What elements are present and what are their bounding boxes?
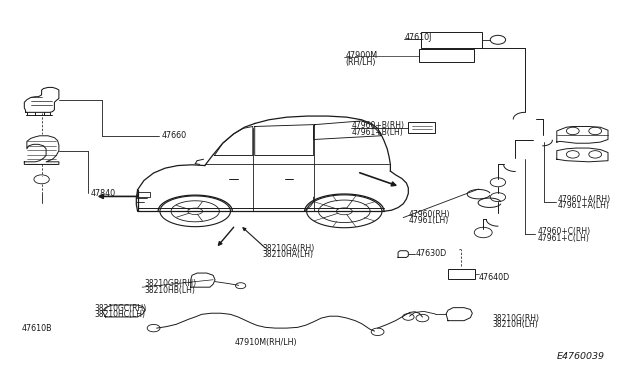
Text: (RH/LH): (RH/LH) bbox=[346, 58, 376, 67]
Text: 47960+A(RH): 47960+A(RH) bbox=[558, 195, 611, 203]
Text: 38210HA(LH): 38210HA(LH) bbox=[262, 250, 314, 259]
Text: 47630D: 47630D bbox=[416, 249, 447, 258]
Text: 47640D: 47640D bbox=[479, 273, 510, 282]
Text: 38210GB(RH): 38210GB(RH) bbox=[144, 279, 196, 288]
Bar bbox=[448, 269, 475, 279]
Text: 38210HB(LH): 38210HB(LH) bbox=[144, 286, 195, 295]
Text: 47960+C(RH): 47960+C(RH) bbox=[538, 227, 591, 236]
Text: 47961+C(LH): 47961+C(LH) bbox=[538, 234, 589, 243]
Text: 47961(LH): 47961(LH) bbox=[408, 216, 449, 225]
Text: 38210H(LH): 38210H(LH) bbox=[493, 320, 538, 329]
Text: 47660: 47660 bbox=[161, 131, 186, 140]
Text: 47910M(RH/LH): 47910M(RH/LH) bbox=[234, 338, 297, 347]
Text: 47900M: 47900M bbox=[346, 51, 378, 60]
Text: E4760039: E4760039 bbox=[557, 352, 605, 361]
Text: 47610B: 47610B bbox=[22, 324, 52, 333]
Text: 47840: 47840 bbox=[91, 189, 116, 198]
Bar bbox=[137, 192, 150, 197]
Bar bbox=[408, 122, 435, 133]
Text: 38210G(RH): 38210G(RH) bbox=[493, 314, 540, 323]
Text: 47961+B(LH): 47961+B(LH) bbox=[352, 128, 404, 137]
Text: 38210GC(RH): 38210GC(RH) bbox=[95, 304, 147, 312]
Bar bbox=[419, 49, 474, 62]
Text: 47961+A(LH): 47961+A(LH) bbox=[558, 201, 610, 210]
Text: 47960(RH): 47960(RH) bbox=[408, 210, 450, 219]
Text: 38210GA(RH): 38210GA(RH) bbox=[262, 244, 315, 253]
Text: 38210HC(LH): 38210HC(LH) bbox=[95, 310, 146, 319]
Text: 47610J: 47610J bbox=[404, 33, 432, 42]
Text: 47960+B(RH): 47960+B(RH) bbox=[352, 121, 405, 130]
Bar bbox=[421, 32, 482, 48]
